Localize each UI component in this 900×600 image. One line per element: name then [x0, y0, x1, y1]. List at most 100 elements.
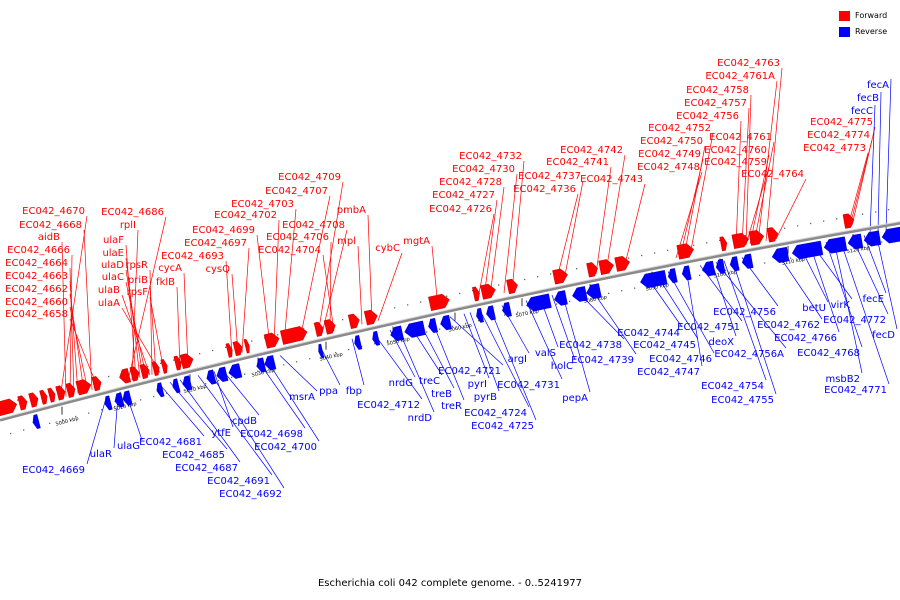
guide-dot	[296, 361, 298, 363]
reverse-leader-line	[257, 360, 306, 429]
forward-gene-label: pmbA	[337, 205, 366, 216]
reverse-gene-label: EC042_4738	[559, 340, 622, 351]
reverse-gene-label: fbp	[346, 386, 362, 397]
reverse-gene-arrow	[486, 305, 496, 321]
reverse-gene-arrow	[156, 382, 165, 398]
guide-dot	[199, 353, 201, 355]
forward-gene-label: EC042_4773	[803, 143, 866, 154]
forward-gene-arrow	[313, 321, 324, 337]
reverse-leader-line	[197, 375, 273, 476]
reverse-gene-label: fecB	[857, 93, 879, 104]
reverse-gene-arrow	[586, 283, 602, 299]
forward-leader-line	[321, 229, 348, 334]
reverse-leader-line	[839, 239, 890, 385]
reverse-leader-line	[86, 398, 107, 465]
forward-leader-line	[59, 215, 88, 399]
guide-dot	[452, 325, 454, 327]
reverse-gene-label: EC042_4756	[713, 307, 776, 318]
reverse-gene-label: fecE	[863, 294, 885, 305]
forward-leader-line	[231, 273, 239, 354]
guide-dot	[192, 386, 194, 388]
reverse-leader-line	[551, 294, 576, 361]
forward-leader-line	[735, 120, 742, 247]
reverse-gene-label: EC042_4751	[677, 322, 740, 333]
forward-leader-line	[377, 252, 403, 321]
legend-item-forward: Forward	[839, 8, 887, 24]
forward-gene-label: EC042_4757	[684, 98, 747, 109]
forward-leader-line	[176, 286, 181, 368]
tick-label: 5000 kbp	[55, 416, 79, 428]
guide-dot	[608, 292, 610, 295]
forward-leader-line	[489, 186, 505, 297]
reverse-gene-label: nrdG	[389, 378, 413, 389]
guide-dot	[530, 308, 532, 311]
guide-dot	[101, 409, 103, 411]
reverse-gene-label: EC042_4721	[438, 366, 501, 377]
reverse-gene-label: EC042_4747	[637, 367, 700, 378]
forward-leader-line	[765, 67, 783, 241]
forward-gene-label: EC042_4730	[452, 164, 515, 175]
guide-dot	[498, 284, 500, 286]
forward-gene-arrow	[173, 355, 182, 371]
reverse-gene-label: EC042_4692	[219, 489, 282, 500]
forward-gene-label: EC042_4728	[439, 177, 502, 188]
reverse-leader-line	[833, 240, 863, 374]
forward-gene-label: EC042_4666	[7, 245, 70, 256]
guide-dot	[478, 319, 480, 322]
forward-gene-label: EC042_4756	[676, 111, 739, 122]
reverse-leader-line	[397, 328, 435, 413]
reverse-gene-label: EC042_4754	[701, 381, 764, 392]
guide-dot	[23, 429, 25, 431]
reverse-gene-arrow	[729, 256, 740, 272]
guide-dot	[459, 292, 461, 295]
forward-gene-label: EC042_4697	[184, 238, 247, 249]
guide-dot	[524, 278, 526, 281]
forward-leader-line	[357, 245, 363, 325]
forward-leader-line	[741, 107, 750, 246]
tick-label: 5070 kbp	[515, 308, 539, 319]
reverse-gene-arrow	[502, 301, 512, 317]
reverse-gene-label: EC042_4712	[357, 400, 420, 411]
guide-dot	[667, 249, 669, 252]
genome-caption: Escherichia coli 042 complete genome. - …	[317, 578, 583, 589]
guide-dot	[166, 392, 168, 394]
reverse-gene-label: ppa	[319, 386, 338, 397]
forward-gene-label: cybC	[375, 243, 400, 254]
guide-dot	[764, 262, 766, 264]
forward-leader-line	[256, 234, 271, 346]
guide-dot	[504, 314, 506, 316]
reverse-gene-label: holC	[551, 361, 573, 372]
forward-gene-label: EC042_4763	[717, 58, 780, 69]
reverse-leader-line	[265, 358, 320, 442]
forward-gene-arrow	[598, 259, 614, 275]
reverse-leader-line	[711, 262, 737, 337]
reverse-gene-arrow	[256, 357, 267, 373]
reverse-leader-line	[775, 250, 823, 320]
guide-dot	[10, 432, 12, 435]
forward-gene-label: priB	[128, 275, 148, 286]
forward-gene-label: EC042_4726	[429, 204, 492, 215]
guide-dot	[836, 218, 838, 220]
guide-dot	[140, 399, 142, 401]
reverse-gene-label: EC042_4724	[464, 408, 527, 419]
legend: Forward Reverse	[839, 8, 887, 40]
reverse-leader-line	[863, 235, 887, 294]
reverse-leader-line	[169, 381, 228, 450]
reverse-gene-arrow	[228, 363, 243, 379]
reverse-leader-line	[469, 312, 500, 392]
reverse-leader-line	[869, 104, 876, 235]
reverse-gene-arrow	[216, 366, 229, 382]
reverse-gene-arrow	[715, 258, 726, 274]
forward-gene-label: EC042_4750	[640, 136, 703, 147]
forward-gene-arrow	[506, 278, 518, 295]
reverse-gene-label: msbB2	[825, 374, 860, 385]
forward-leader-line	[125, 281, 147, 377]
legend-item-reverse: Reverse	[839, 24, 887, 40]
forward-gene-label: EC042_4760	[704, 145, 767, 156]
forward-gene-arrow	[323, 319, 336, 335]
forward-gene-label: EC042_4693	[161, 251, 224, 262]
reverse-leader-line	[351, 338, 365, 386]
forward-gene-arrow	[614, 256, 630, 272]
guide-dot	[465, 322, 467, 325]
